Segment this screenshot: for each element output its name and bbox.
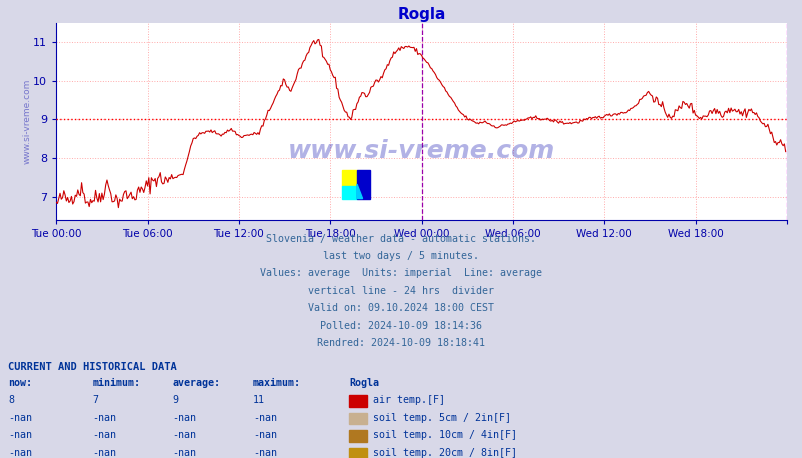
Text: -nan: -nan	[253, 430, 277, 440]
Text: -nan: -nan	[8, 447, 32, 458]
Text: Rendred: 2024-10-09 18:18:41: Rendred: 2024-10-09 18:18:41	[317, 338, 485, 348]
Text: -nan: -nan	[172, 447, 196, 458]
Text: soil temp. 20cm / 8in[F]: soil temp. 20cm / 8in[F]	[373, 447, 516, 458]
Text: -nan: -nan	[172, 413, 196, 423]
Text: maximum:: maximum:	[253, 378, 301, 388]
Text: 7: 7	[92, 395, 98, 405]
Title: Rogla: Rogla	[397, 7, 445, 22]
Text: Rogla: Rogla	[349, 378, 379, 388]
Text: -nan: -nan	[92, 447, 116, 458]
Text: Values: average  Units: imperial  Line: average: Values: average Units: imperial Line: av…	[260, 268, 542, 278]
Text: -nan: -nan	[8, 430, 32, 440]
Bar	[341, 169, 357, 185]
Text: -nan: -nan	[92, 413, 116, 423]
Text: minimum:: minimum:	[92, 378, 140, 388]
Text: CURRENT AND HISTORICAL DATA: CURRENT AND HISTORICAL DATA	[8, 362, 176, 372]
Text: last two days / 5 minutes.: last two days / 5 minutes.	[323, 251, 479, 261]
Text: 8: 8	[8, 395, 14, 405]
Text: now:: now:	[8, 378, 32, 388]
Text: -nan: -nan	[253, 447, 277, 458]
Text: average:: average:	[172, 378, 221, 388]
Text: Polled: 2024-10-09 18:14:36: Polled: 2024-10-09 18:14:36	[320, 321, 482, 331]
Text: -nan: -nan	[8, 413, 32, 423]
Text: -nan: -nan	[172, 430, 196, 440]
Text: 9: 9	[172, 395, 178, 405]
Text: -nan: -nan	[253, 413, 277, 423]
Text: vertical line - 24 hrs  divider: vertical line - 24 hrs divider	[308, 286, 494, 296]
Bar	[341, 185, 357, 199]
Text: Valid on: 09.10.2024 18:00 CEST: Valid on: 09.10.2024 18:00 CEST	[308, 303, 494, 313]
Text: -nan: -nan	[92, 430, 116, 440]
Text: soil temp. 5cm / 2in[F]: soil temp. 5cm / 2in[F]	[373, 413, 511, 423]
Bar	[357, 169, 369, 199]
Text: air temp.[F]: air temp.[F]	[373, 395, 445, 405]
Text: soil temp. 10cm / 4in[F]: soil temp. 10cm / 4in[F]	[373, 430, 516, 440]
Text: Slovenia / weather data - automatic stations.: Slovenia / weather data - automatic stat…	[266, 234, 536, 244]
Text: www.si-vreme.com: www.si-vreme.com	[288, 139, 554, 163]
Y-axis label: www.si-vreme.com: www.si-vreme.com	[22, 79, 32, 164]
Polygon shape	[357, 184, 363, 199]
Text: 11: 11	[253, 395, 265, 405]
